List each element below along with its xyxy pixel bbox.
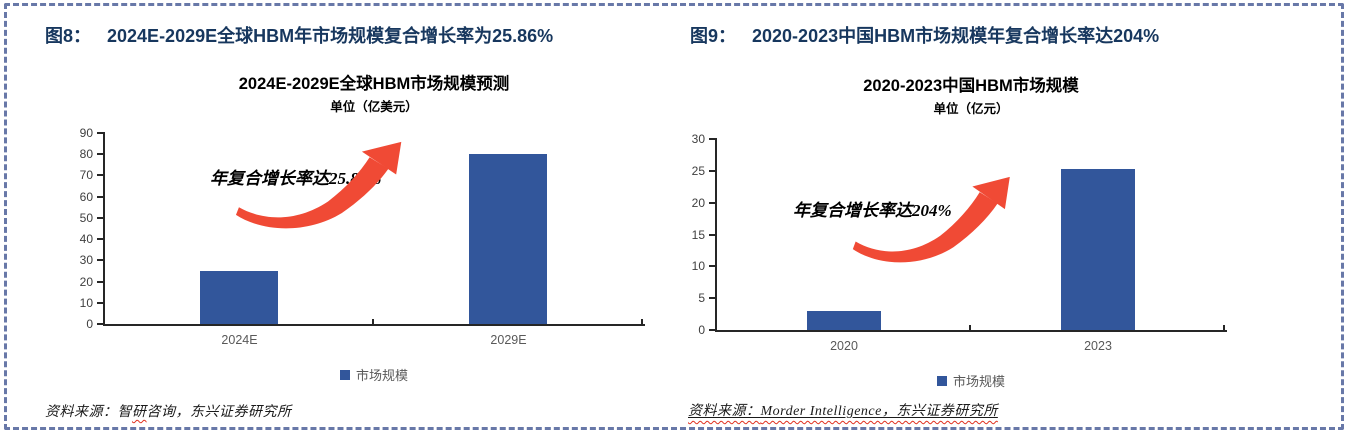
y-axis-line (715, 138, 717, 331)
y-tick-label: 15 (691, 227, 705, 242)
y-tick-label: 70 (79, 168, 93, 183)
chart-9-cagr-annotation: 年复合增长率达204% (793, 201, 952, 220)
y-tick-label: 50 (79, 210, 93, 225)
x-axis-line (715, 330, 1227, 332)
y-axis-tick (709, 169, 715, 172)
source-text: 咨询，东兴证券研究所 (146, 405, 292, 420)
y-axis-tick (709, 297, 715, 300)
y-tick-label: 5 (698, 291, 705, 306)
figure-9-caption: 图9： 2020-2023中国HBM市场规模年复合增长率达204% (690, 22, 1159, 48)
bar-2023 (1061, 168, 1135, 330)
figure-8-caption-label: 图8： (45, 26, 92, 46)
source-text-spellcheck: 研 (132, 405, 147, 420)
chart-9-title: 2020-2023中国HBM市场规模 (863, 77, 1079, 95)
chart-8-subtitle: 单位（亿美元） (330, 100, 418, 114)
y-tick-label: 30 (691, 132, 705, 146)
y-axis-tick (97, 259, 103, 262)
chart-8-title: 2024E-2029E全球HBM市场规模预测 (238, 75, 510, 93)
y-axis-tick (709, 329, 715, 331)
figure-9: 图9： 2020-2023中国HBM市场规模年复合增长率达204% 2020-20… (680, 14, 1335, 429)
legend: 市场规模 (105, 365, 643, 384)
x-axis-tick (1223, 325, 1225, 330)
x-axis-tick (641, 319, 643, 324)
y-axis-tick (97, 301, 103, 304)
y-axis-tick (97, 323, 103, 325)
legend-series-label: 市场规模 (952, 374, 1005, 389)
x-axis-tick (969, 325, 971, 330)
y-axis-tick (709, 265, 715, 268)
figure-9-caption-text: 2020-2023中国HBM市场规模年复合增长率达204% (752, 26, 1160, 46)
y-tick-label: 0 (698, 323, 705, 337)
x-axis-tick (372, 319, 374, 324)
source-text: Morder Intelligence，东兴证券研究所 (760, 404, 998, 419)
bar-2020 (807, 310, 881, 330)
category-label: 2029E (490, 333, 527, 347)
figure-8: 图8： 2024E-2029E全球HBM年市场规模复合增长率为25.86% 202… (36, 14, 648, 429)
y-tick-label: 0 (86, 317, 93, 331)
chart-9-growth-arrow-icon (852, 176, 1010, 263)
source-underlined-text: 资料来源：Morder Intelligence，东兴证券研究所 (688, 404, 998, 419)
category-label: 2023 (1084, 339, 1112, 353)
y-axis-tick (709, 201, 715, 204)
chart-8-plot-area: 0 10 20 30 40 50 60 70 80 90 2024E 2029E 市场规模 (36, 14, 648, 429)
chart-8-cagr-annotation: 年复合增长率达25.86% (210, 169, 382, 188)
legend-marker (339, 369, 350, 380)
figure-9-source-note: 资料来源：Morder Intelligence，东兴证券研究所 (688, 400, 998, 420)
y-axis-tick (97, 280, 103, 283)
chart-9-subtitle: 单位（亿元） (933, 102, 1009, 116)
x-axis-line (103, 324, 645, 326)
y-axis-tick (97, 132, 103, 134)
source-prefix: 资料来源： (45, 405, 118, 420)
bar-2029E (469, 154, 548, 324)
y-axis-tick (97, 238, 103, 241)
y-tick-label: 80 (79, 147, 93, 162)
chart-9-plot-area: 0 5 10 15 20 25 30 2020 2023 市场规模 (680, 14, 1335, 429)
figure-8-caption: 图8： 2024E-2029E全球HBM年市场规模复合增长率为25.86% (45, 22, 553, 48)
figure-8-caption-text: 2024E-2029E全球HBM年市场规模复合增长率为25.86% (107, 26, 554, 46)
y-tick-label: 25 (691, 163, 705, 178)
figure-8-source-note: 资料来源：智研咨询，东兴证券研究所 (45, 401, 292, 421)
legend-marker (936, 375, 947, 386)
y-tick-label: 30 (79, 253, 93, 268)
y-axis-tick (97, 174, 103, 177)
y-axis-tick (97, 195, 103, 198)
y-axis-tick (709, 138, 715, 140)
bar-2024E (200, 270, 279, 324)
category-label: 2020 (830, 339, 858, 353)
y-axis-line (103, 132, 105, 325)
category-label: 2024E (221, 333, 258, 347)
y-axis-tick (97, 153, 103, 156)
y-tick-label: 10 (79, 295, 93, 310)
legend-series-label: 市场规模 (355, 368, 408, 383)
page-dashed-border (4, 3, 1344, 430)
y-tick-label: 10 (691, 259, 705, 274)
source-text: 智 (117, 405, 132, 420)
y-tick-label: 20 (79, 274, 93, 289)
y-tick-label: 40 (79, 232, 93, 247)
y-tick-label: 20 (691, 195, 705, 210)
legend: 市场规模 (717, 371, 1225, 390)
chart-8-growth-arrow-icon (235, 141, 402, 229)
y-axis-tick (97, 216, 103, 219)
y-axis-tick (709, 233, 715, 236)
figure-9-caption-label: 图9： (690, 26, 737, 46)
y-tick-label: 90 (79, 126, 93, 140)
source-prefix: 资料来源： (688, 404, 761, 419)
y-tick-label: 60 (79, 189, 93, 204)
